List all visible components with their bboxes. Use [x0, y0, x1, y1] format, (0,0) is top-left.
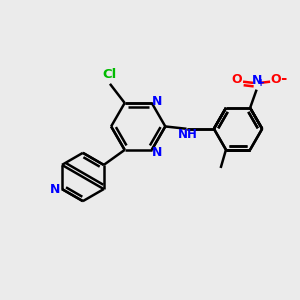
Text: O: O: [271, 73, 281, 86]
Text: N: N: [251, 74, 262, 87]
Text: O: O: [232, 73, 242, 86]
Text: NH: NH: [178, 128, 198, 141]
Text: N: N: [152, 95, 162, 108]
Text: N: N: [152, 146, 162, 159]
Text: Cl: Cl: [103, 68, 117, 82]
Text: +: +: [256, 78, 265, 88]
Text: -: -: [280, 71, 286, 86]
Text: N: N: [50, 183, 61, 196]
